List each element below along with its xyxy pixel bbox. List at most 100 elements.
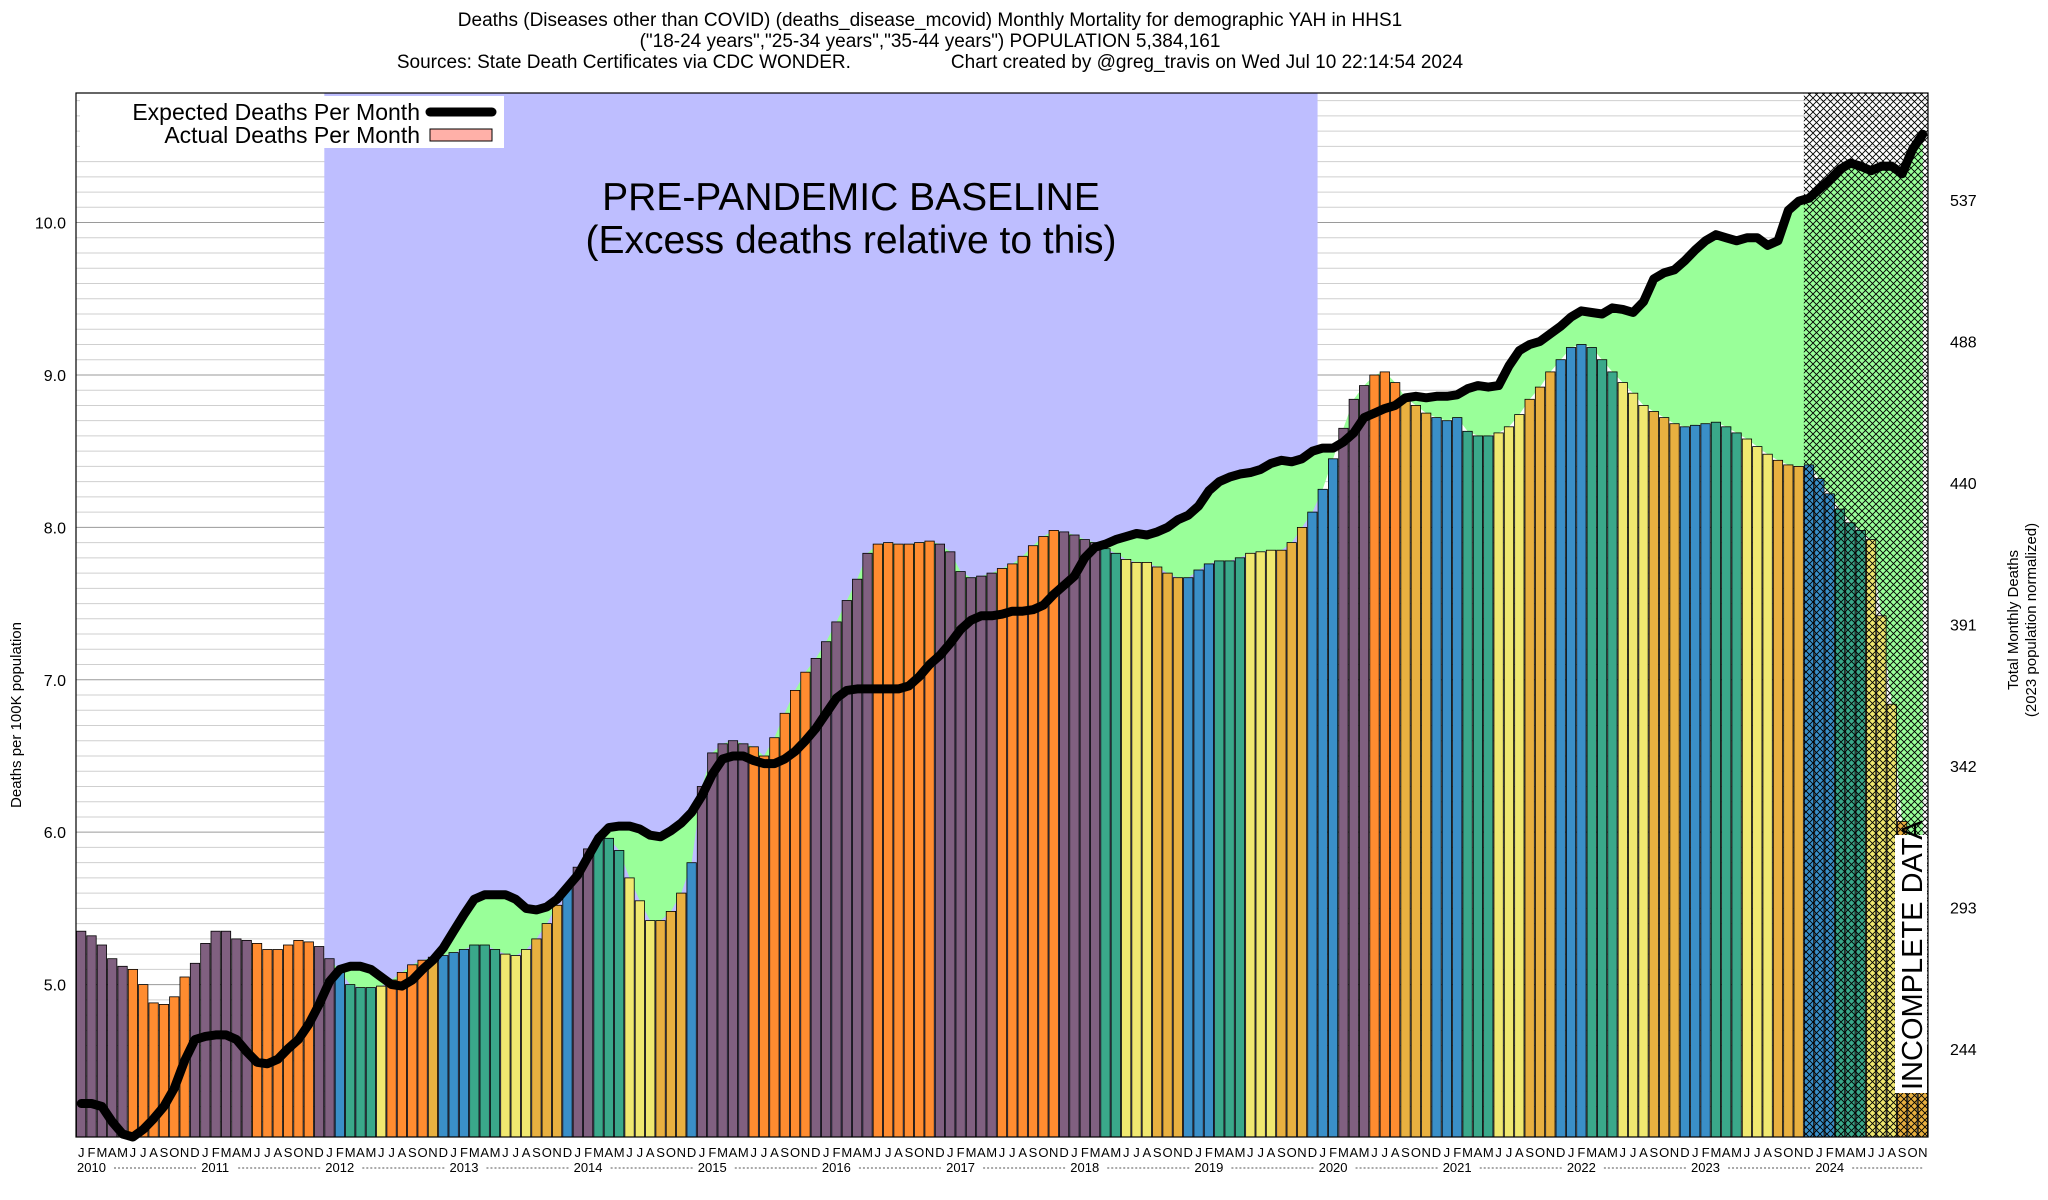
month-tick-label: M	[365, 1145, 376, 1160]
y-tick-label: 7.0	[44, 673, 66, 690]
bar	[955, 571, 966, 1138]
bar	[251, 943, 263, 1138]
y-axis-label: Deaths per 100K population	[8, 622, 25, 808]
bar	[1524, 398, 1535, 1138]
bar	[893, 543, 904, 1138]
bar	[1048, 530, 1059, 1138]
bar	[852, 578, 863, 1138]
bar	[272, 949, 283, 1138]
month-tick-label: N	[1918, 1145, 1927, 1160]
bar	[1493, 432, 1504, 1138]
bar	[1027, 545, 1039, 1138]
month-tick-label: O	[1783, 1145, 1793, 1160]
y-tick-label: 10.0	[35, 216, 66, 233]
legend-actual-swatch	[429, 128, 493, 142]
month-tick-label: J	[1620, 1145, 1627, 1160]
bar	[1441, 420, 1452, 1138]
month-tick-label: J	[130, 1145, 137, 1160]
month-tick-label: D	[1680, 1145, 1689, 1160]
month-tick-label: D	[1432, 1145, 1441, 1160]
bar	[1183, 577, 1194, 1138]
month-tick-label: O	[666, 1145, 676, 1160]
y2-tick-label: 391	[1950, 618, 1977, 635]
month-tick-label: J	[1754, 1145, 1761, 1160]
month-tick-label: A	[480, 1145, 489, 1160]
bar	[314, 946, 325, 1138]
year-tick-label: 2013	[450, 1160, 479, 1175]
month-tick-label: A	[522, 1145, 531, 1160]
month-tick-label: M	[1835, 1145, 1846, 1160]
y-tick-label: 6.0	[44, 825, 66, 842]
y2-tick-label: 293	[1950, 901, 1977, 918]
bar	[1121, 559, 1132, 1138]
chart-sources: Sources: State Death Certificates via CD…	[396, 52, 851, 73]
bar	[572, 866, 583, 1138]
incomplete-label: INCOMPLETE DATA	[1897, 820, 1929, 1090]
y2-tick-label: 537	[1950, 193, 1977, 210]
year-tick-label: 2010	[77, 1160, 106, 1175]
month-tick-label: D	[1184, 1145, 1193, 1160]
bar	[1152, 566, 1163, 1138]
bar	[583, 848, 594, 1138]
month-tick-label: J	[1009, 1145, 1016, 1160]
bar	[1007, 563, 1018, 1138]
month-tick-label: M	[717, 1145, 728, 1160]
month-tick-label: S	[160, 1145, 169, 1160]
month-tick-label: J	[1071, 1145, 1078, 1160]
month-tick-label: F	[957, 1145, 965, 1160]
month-tick-label: S	[905, 1145, 914, 1160]
month-tick-label: J	[140, 1145, 147, 1160]
bar	[500, 953, 511, 1138]
month-tick-label: A	[108, 1145, 117, 1160]
bar	[727, 740, 739, 1138]
bar	[634, 900, 645, 1138]
bar	[1431, 417, 1442, 1138]
y2-axis-label-line2: (2023 population normalized)	[2023, 523, 2040, 717]
expected-deaths-line	[76, 129, 1928, 1142]
month-tick-label: F	[336, 1145, 344, 1160]
bar	[1038, 536, 1049, 1138]
month-tick-label: M	[221, 1145, 232, 1160]
bar	[986, 572, 997, 1138]
bar	[541, 923, 552, 1138]
month-tick-label: J	[1371, 1145, 1378, 1160]
bar	[779, 712, 790, 1138]
year-tick-label: 2019	[1194, 1160, 1223, 1175]
month-tick-label: J	[1878, 1145, 1885, 1160]
month-tick-label: M	[1607, 1145, 1618, 1160]
year-tick-label: 2012	[325, 1160, 354, 1175]
bar	[934, 543, 946, 1138]
bar	[1110, 552, 1121, 1138]
month-tick-label: J	[947, 1145, 954, 1160]
year-tick-label: 2023	[1691, 1160, 1720, 1175]
incomplete-label-bg	[1895, 835, 1927, 1093]
bar	[1607, 371, 1618, 1138]
baseline-subtitle: (Excess deaths relative to this)	[585, 219, 1116, 262]
month-tick-label: J	[1247, 1145, 1254, 1160]
bar	[1628, 392, 1639, 1138]
month-tick-label: M	[117, 1145, 128, 1160]
chart-subtitle: ("18-24 years","25-34 years","35-44 year…	[639, 31, 1221, 52]
bar	[1328, 458, 1339, 1138]
month-tick-label: O	[293, 1145, 303, 1160]
bar	[1421, 412, 1432, 1138]
bar	[376, 985, 387, 1138]
month-tick-label: A	[1225, 1145, 1234, 1160]
bar	[686, 862, 697, 1138]
bar	[1172, 577, 1183, 1138]
bar	[1317, 488, 1328, 1138]
month-tick-label: M	[614, 1145, 625, 1160]
bar	[1783, 464, 1794, 1138]
bar	[1224, 560, 1235, 1138]
month-tick-label: J	[626, 1145, 633, 1160]
month-tick-label: A	[356, 1145, 365, 1160]
month-tick-label: D	[1059, 1145, 1068, 1160]
month-tick-label: N	[801, 1145, 810, 1160]
axes: 5.0 6.0 7.0 8.0 9.0 10.0 244 293 342 391 440 488 537…	[35, 92, 1977, 1175]
month-tick-label: J	[326, 1145, 333, 1160]
month-tick-label: J	[761, 1145, 768, 1160]
bar	[1338, 427, 1349, 1138]
month-tick-label: J	[388, 1145, 395, 1160]
bar	[1648, 411, 1659, 1138]
bar	[1369, 374, 1380, 1138]
